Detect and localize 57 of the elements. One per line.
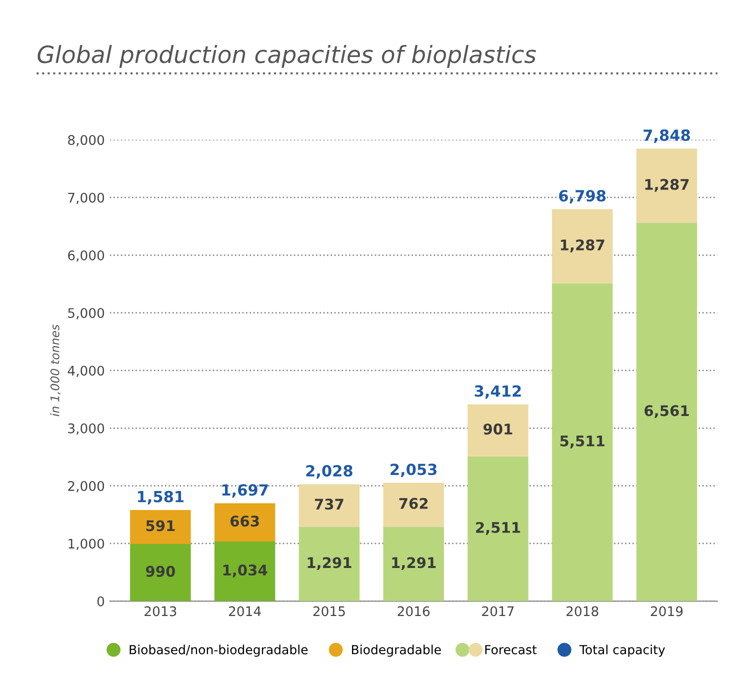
bar [130, 544, 191, 602]
bar [468, 456, 528, 602]
y-tick-label: 2,000 [68, 481, 104, 492]
legend-label: Total capacity [579, 644, 665, 657]
legend-label: Biodegradable [352, 644, 441, 657]
data-label: 1,287 [645, 178, 689, 192]
legend-label: Biobased/non-biodegradable [130, 644, 308, 657]
y-tick-label: 0 [97, 596, 104, 606]
bar [552, 209, 613, 284]
data-label: 6,561 [644, 405, 689, 418]
bar [383, 526, 444, 602]
bar [552, 283, 613, 602]
y-tick-label: 1,000 [68, 538, 104, 550]
y-tick-label: 3,000 [68, 423, 104, 435]
x-tick-label: 2015 [313, 606, 345, 616]
data-label: 591 [146, 520, 175, 532]
legend-label: Forecast [485, 645, 537, 654]
data-label: 1,034 [223, 564, 268, 578]
total-label: 2,053 [390, 464, 437, 478]
total-label: 1,697 [222, 484, 268, 498]
x-tick-label: 2016 [398, 606, 430, 616]
x-tick-label: 2014 [228, 606, 261, 616]
data-label: 737 [314, 498, 344, 510]
x-tick-label: 2017 [482, 606, 514, 616]
y-tick-label: 5,000 [68, 308, 104, 320]
data-label: 901 [483, 424, 512, 435]
bar [214, 503, 276, 542]
bar [636, 222, 698, 602]
bar [298, 484, 360, 527]
total-label: 1,581 [138, 490, 184, 504]
data-label: 663 [230, 516, 259, 527]
y-tick-label: 4,000 [68, 366, 104, 378]
data-label: 762 [399, 498, 428, 509]
total-label: 2,028 [306, 465, 352, 479]
data-label: 1,291 [308, 557, 352, 570]
chart-title: Global production capacities of bioplastics [38, 44, 536, 68]
x-tick-label: 2013 [144, 606, 176, 616]
data-label: 5,511 [560, 436, 604, 448]
bar [214, 542, 276, 602]
y-tick-label: 7,000 [68, 192, 104, 204]
total-label: 6,798 [559, 190, 606, 204]
total-label: 3,412 [474, 385, 521, 399]
total-label: 7,848 [644, 129, 690, 143]
bar [130, 510, 191, 544]
y-axis-title: in 1,000 tonnes [50, 324, 61, 416]
x-tick-label: 2018 [566, 606, 598, 616]
y-tick-label: 6,000 [68, 250, 104, 262]
bar [468, 404, 528, 456]
data-label: 1,287 [560, 239, 604, 252]
bar [298, 526, 360, 602]
data-label: 990 [146, 566, 175, 577]
data-label: 2,511 [476, 522, 520, 535]
bar [636, 148, 698, 223]
x-tick-label: 2019 [650, 606, 683, 616]
bar [383, 482, 444, 527]
y-tick-label: 8,000 [68, 135, 104, 146]
data-label: 1,291 [392, 557, 436, 570]
